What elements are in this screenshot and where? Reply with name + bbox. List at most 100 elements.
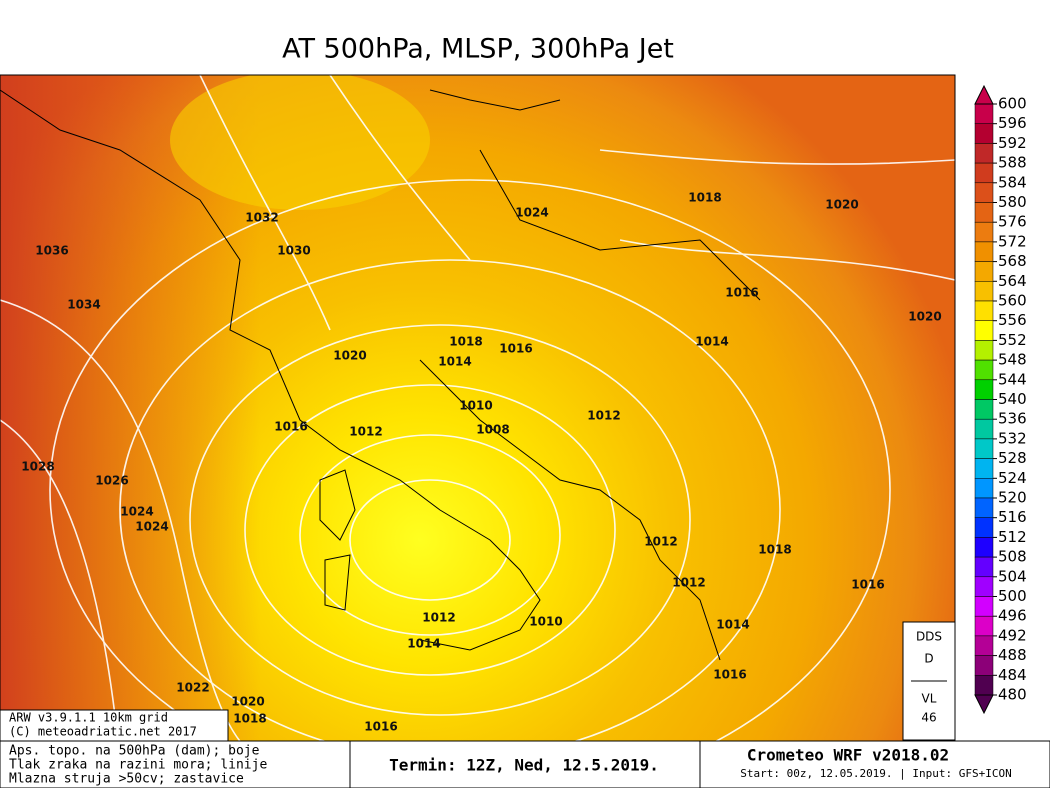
footer-model: Crometeo WRF v2018.02 bbox=[747, 746, 949, 765]
ridge bbox=[170, 75, 430, 210]
colorbar-bin bbox=[974, 458, 994, 479]
colorbar-cap-bottom bbox=[974, 694, 994, 715]
isobar-label: 1030 bbox=[277, 244, 310, 258]
colorbar-label: 480 bbox=[998, 686, 1027, 704]
title: AT 500hPa, MLSP, 300hPa Jet bbox=[282, 34, 674, 65]
isobar-label: 1014 bbox=[438, 355, 471, 369]
isobar-label: 1020 bbox=[825, 198, 858, 212]
colorbar-bin bbox=[974, 655, 994, 676]
footer-start: Start: 00z, 12.05.2019. | Input: GFS+ICO… bbox=[740, 767, 1012, 780]
isobar-label: 1018 bbox=[688, 191, 721, 205]
colorbar-bin bbox=[974, 576, 994, 597]
colorbar-label: 576 bbox=[998, 213, 1027, 231]
coastlines bbox=[0, 89, 761, 661]
colorbar-bin bbox=[974, 143, 994, 164]
colorbar-label: 484 bbox=[998, 666, 1027, 684]
isobar-label: 1012 bbox=[672, 576, 705, 590]
isobar-label: 1026 bbox=[95, 474, 128, 488]
footer-legend: Mlazna struja >50cv; zastavice bbox=[9, 772, 244, 787]
isobar-label: 1022 bbox=[176, 681, 209, 695]
info-text: DDS bbox=[916, 630, 942, 644]
colorbar-label: 596 bbox=[998, 114, 1027, 132]
isobar-label: 1032 bbox=[245, 211, 278, 225]
colorbar-label: 584 bbox=[998, 173, 1027, 191]
colorbar: 6005965925885845805765725685645605565525… bbox=[974, 84, 1027, 715]
colorbar-bin bbox=[974, 478, 994, 499]
isobar-label: 1016 bbox=[274, 420, 307, 434]
colorbar-cap-top bbox=[974, 84, 994, 105]
isobar-label: 1034 bbox=[67, 298, 100, 312]
isobar-label: 1016 bbox=[713, 668, 746, 682]
isobar-label: 1020 bbox=[231, 695, 264, 709]
model-text: (C) meteoadriatic.net 2017 bbox=[9, 725, 197, 739]
colorbar-label: 528 bbox=[998, 449, 1027, 467]
colorbar-label: 564 bbox=[998, 272, 1027, 290]
isobar-label: 1014 bbox=[695, 335, 728, 349]
model-text: ARW v3.9.1.1 10km grid bbox=[9, 711, 168, 725]
isobar-label: 1010 bbox=[529, 615, 562, 629]
colorbar-bin bbox=[974, 615, 994, 637]
colorbar-label: 516 bbox=[998, 508, 1027, 526]
colorbar-label: 560 bbox=[998, 292, 1027, 310]
footer-legend: Tlak zraka na razini mora; linije bbox=[9, 758, 267, 773]
colorbar-label: 508 bbox=[998, 548, 1027, 566]
colorbar-bin bbox=[974, 320, 994, 341]
colorbar-bin bbox=[974, 418, 994, 440]
colorbar-bin bbox=[974, 556, 994, 578]
colorbar-bin bbox=[974, 241, 994, 262]
isobar-label: 1014 bbox=[716, 618, 749, 632]
colorbar-label: 568 bbox=[998, 252, 1027, 270]
colorbar-bin bbox=[974, 123, 994, 144]
colorbar-label: 536 bbox=[998, 410, 1027, 428]
isobar-label: 1024 bbox=[135, 520, 168, 534]
colorbar-label: 580 bbox=[998, 193, 1027, 211]
colorbar-bin bbox=[974, 517, 994, 538]
colorbar-bin bbox=[974, 221, 994, 243]
isobar-label: 1012 bbox=[349, 425, 382, 439]
colorbar-label: 572 bbox=[998, 232, 1027, 250]
isobars bbox=[0, 75, 955, 741]
colorbar-bin bbox=[974, 281, 994, 302]
colorbar-bin bbox=[974, 399, 994, 420]
footer bbox=[0, 740, 1050, 788]
colorbar-label: 524 bbox=[998, 469, 1027, 487]
colorbar-label: 512 bbox=[998, 528, 1027, 546]
colorbar-bin bbox=[974, 635, 994, 656]
colorbar-label: 600 bbox=[998, 95, 1027, 113]
info-text: VL bbox=[922, 692, 937, 706]
colorbar-label: 592 bbox=[998, 134, 1027, 152]
isobar-label: 1020 bbox=[908, 310, 941, 324]
isobar-label: 1028 bbox=[21, 460, 54, 474]
isobar-label: 1018 bbox=[449, 335, 482, 349]
colorbar-bin bbox=[974, 497, 994, 518]
info-text: 46 bbox=[921, 711, 936, 725]
isobar-label: 1014 bbox=[407, 637, 440, 651]
colorbar-label: 492 bbox=[998, 626, 1027, 644]
isobar-label: 1024 bbox=[515, 206, 548, 220]
isobar-label: 1016 bbox=[851, 578, 884, 592]
isobar-label: 1018 bbox=[758, 543, 791, 557]
colorbar-label: 552 bbox=[998, 331, 1027, 349]
isobar-label: 1018 bbox=[233, 712, 266, 726]
colorbar-label: 544 bbox=[998, 370, 1027, 388]
isobar-label: 1012 bbox=[422, 611, 455, 625]
isobar-label: 1016 bbox=[364, 720, 397, 734]
isobar-label: 1016 bbox=[725, 286, 758, 300]
colorbar-label: 500 bbox=[998, 587, 1027, 605]
colorbar-bin bbox=[974, 596, 994, 617]
colorbar-bin bbox=[974, 379, 994, 400]
info-text: D bbox=[924, 652, 933, 666]
colorbar-label: 532 bbox=[998, 429, 1027, 447]
colorbar-label: 504 bbox=[998, 567, 1027, 585]
colorbar-label: 556 bbox=[998, 311, 1027, 329]
isobar-label: 1012 bbox=[644, 535, 677, 549]
colorbar-bin bbox=[974, 162, 994, 184]
colorbar-bin bbox=[974, 182, 994, 203]
colorbar-label: 588 bbox=[998, 154, 1027, 172]
colorbar-bin bbox=[974, 359, 994, 381]
colorbar-label: 520 bbox=[998, 489, 1027, 507]
isobar-label: 1010 bbox=[459, 399, 492, 413]
isobar-label: 1036 bbox=[35, 244, 68, 258]
map: 1032 1030 1036 1034 1024 1018 1020 1016 1020 1014… bbox=[0, 75, 955, 741]
